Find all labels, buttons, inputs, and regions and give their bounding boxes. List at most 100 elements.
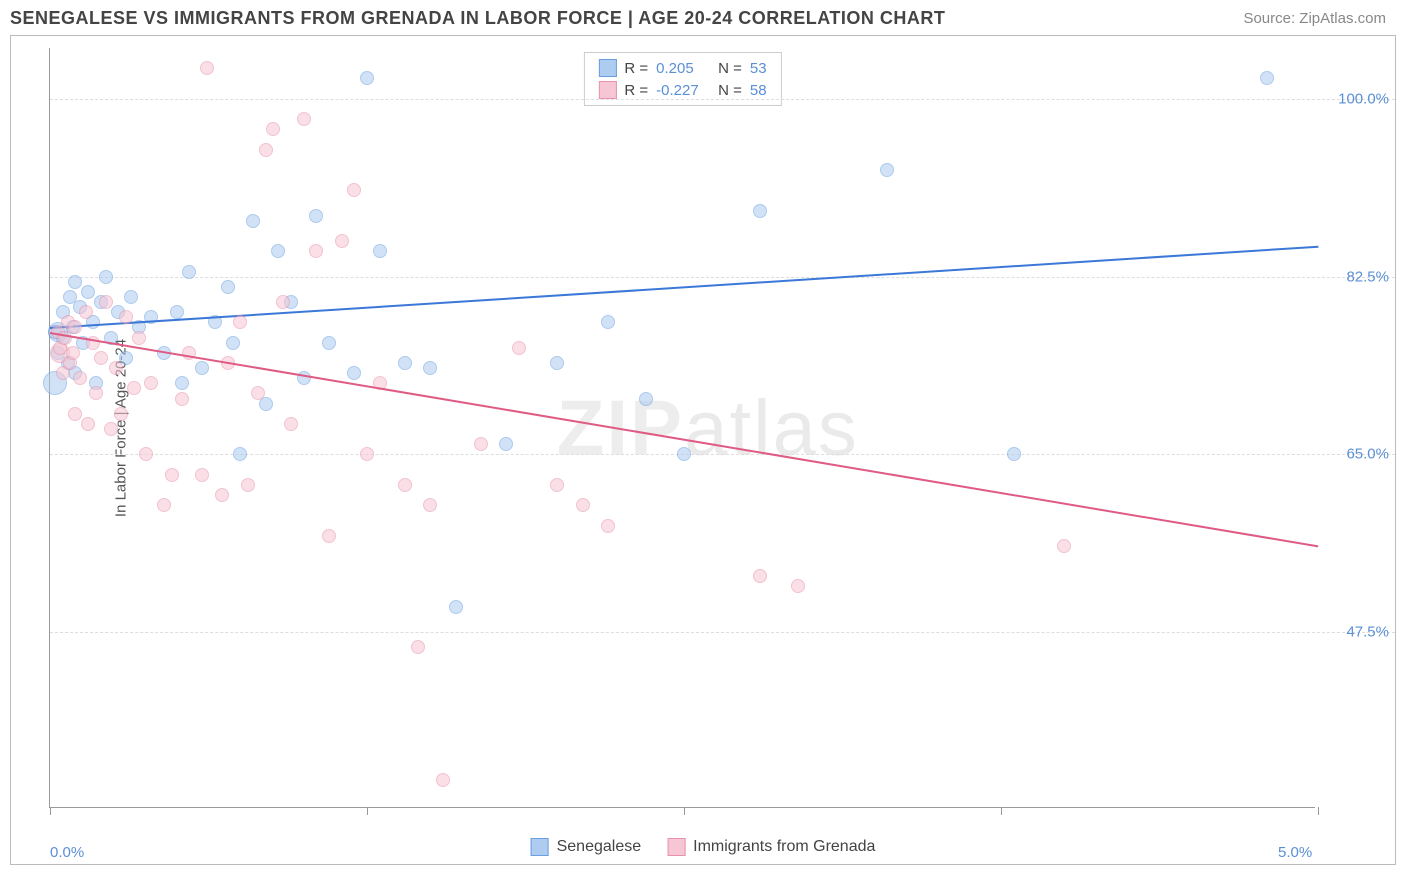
data-point: [68, 275, 82, 289]
data-point: [791, 579, 805, 593]
data-point: [233, 447, 247, 461]
legend-swatch: [598, 59, 616, 77]
data-point: [411, 640, 425, 654]
data-point: [284, 417, 298, 431]
data-point: [68, 320, 82, 334]
x-tick: [684, 807, 685, 815]
legend-label: Immigrants from Grenada: [693, 838, 875, 856]
y-tick-label: 82.5%: [1346, 268, 1389, 285]
legend-item: Immigrants from Grenada: [667, 838, 875, 856]
legend-swatch: [531, 838, 549, 856]
gridline: [50, 277, 1395, 278]
legend-swatch: [598, 81, 616, 99]
series-legend: Senegalese Immigrants from Grenada: [531, 838, 876, 856]
data-point: [1260, 71, 1274, 85]
legend-swatch: [667, 838, 685, 856]
chart-title: SENEGALESE VS IMMIGRANTS FROM GRENADA IN…: [10, 8, 945, 29]
legend-row: R =0.205N =53: [598, 57, 766, 79]
legend-row: R = -0.227 N = 58: [598, 79, 766, 101]
x-tick: [50, 807, 51, 815]
data-point: [119, 310, 133, 324]
data-point: [297, 112, 311, 126]
data-point: [677, 447, 691, 461]
data-point: [246, 214, 260, 228]
data-point: [233, 315, 247, 329]
data-point: [373, 244, 387, 258]
data-point: [398, 478, 412, 492]
data-point: [398, 356, 412, 370]
legend-n-label: N =: [718, 60, 742, 77]
data-point: [322, 529, 336, 543]
plot-area: In Labor Force | Age 20-24 ZIPatlas R =0…: [49, 48, 1315, 808]
data-point: [601, 315, 615, 329]
data-point: [124, 290, 138, 304]
data-point: [550, 478, 564, 492]
data-point: [360, 447, 374, 461]
data-point: [251, 386, 265, 400]
data-point: [436, 773, 450, 787]
data-point: [81, 285, 95, 299]
data-point: [104, 422, 118, 436]
data-point: [474, 437, 488, 451]
x-tick: [367, 807, 368, 815]
data-point: [157, 498, 171, 512]
x-tick: [1318, 807, 1319, 815]
data-point: [109, 361, 123, 375]
data-point: [335, 234, 349, 248]
data-point: [259, 143, 273, 157]
data-point: [1007, 447, 1021, 461]
data-point: [360, 71, 374, 85]
data-point: [221, 280, 235, 294]
data-point: [89, 386, 103, 400]
data-point: [66, 346, 80, 360]
data-point: [81, 417, 95, 431]
data-point: [195, 361, 209, 375]
data-point: [241, 478, 255, 492]
data-point: [94, 351, 108, 365]
data-point: [880, 163, 894, 177]
x-tick-label: 0.0%: [50, 844, 84, 861]
chart-container: In Labor Force | Age 20-24 ZIPatlas R =0…: [10, 35, 1396, 865]
data-point: [144, 376, 158, 390]
data-point: [576, 498, 590, 512]
data-point: [309, 209, 323, 223]
data-point: [499, 437, 513, 451]
y-tick-label: 65.0%: [1346, 446, 1389, 463]
y-tick-label: 100.0%: [1338, 90, 1389, 107]
data-point: [550, 356, 564, 370]
data-point: [423, 361, 437, 375]
gridline: [50, 99, 1395, 100]
data-point: [226, 336, 240, 350]
data-point: [309, 244, 323, 258]
x-tick: [1001, 807, 1002, 815]
y-tick-label: 47.5%: [1346, 624, 1389, 641]
data-point: [271, 244, 285, 258]
data-point: [182, 265, 196, 279]
gridline: [50, 454, 1395, 455]
watermark: ZIPatlas: [557, 382, 859, 473]
gridline: [50, 632, 1395, 633]
data-point: [73, 371, 87, 385]
data-point: [347, 366, 361, 380]
legend-n-label: N =: [718, 82, 742, 99]
legend-r-label: R =: [624, 82, 648, 99]
data-point: [132, 331, 146, 345]
data-point: [753, 569, 767, 583]
data-point: [127, 381, 141, 395]
data-point: [165, 468, 179, 482]
data-point: [79, 305, 93, 319]
legend-n-value: 53: [750, 60, 767, 77]
data-point: [347, 183, 361, 197]
data-point: [449, 600, 463, 614]
legend-n-value: 58: [750, 82, 767, 99]
data-point: [99, 270, 113, 284]
data-point: [68, 407, 82, 421]
legend-r-value: -0.227: [656, 82, 710, 99]
source-label: Source: ZipAtlas.com: [1243, 10, 1386, 27]
legend-item: Senegalese: [531, 838, 642, 856]
data-point: [266, 122, 280, 136]
data-point: [195, 468, 209, 482]
data-point: [175, 392, 189, 406]
data-point: [175, 376, 189, 390]
legend-r-label: R =: [624, 60, 648, 77]
